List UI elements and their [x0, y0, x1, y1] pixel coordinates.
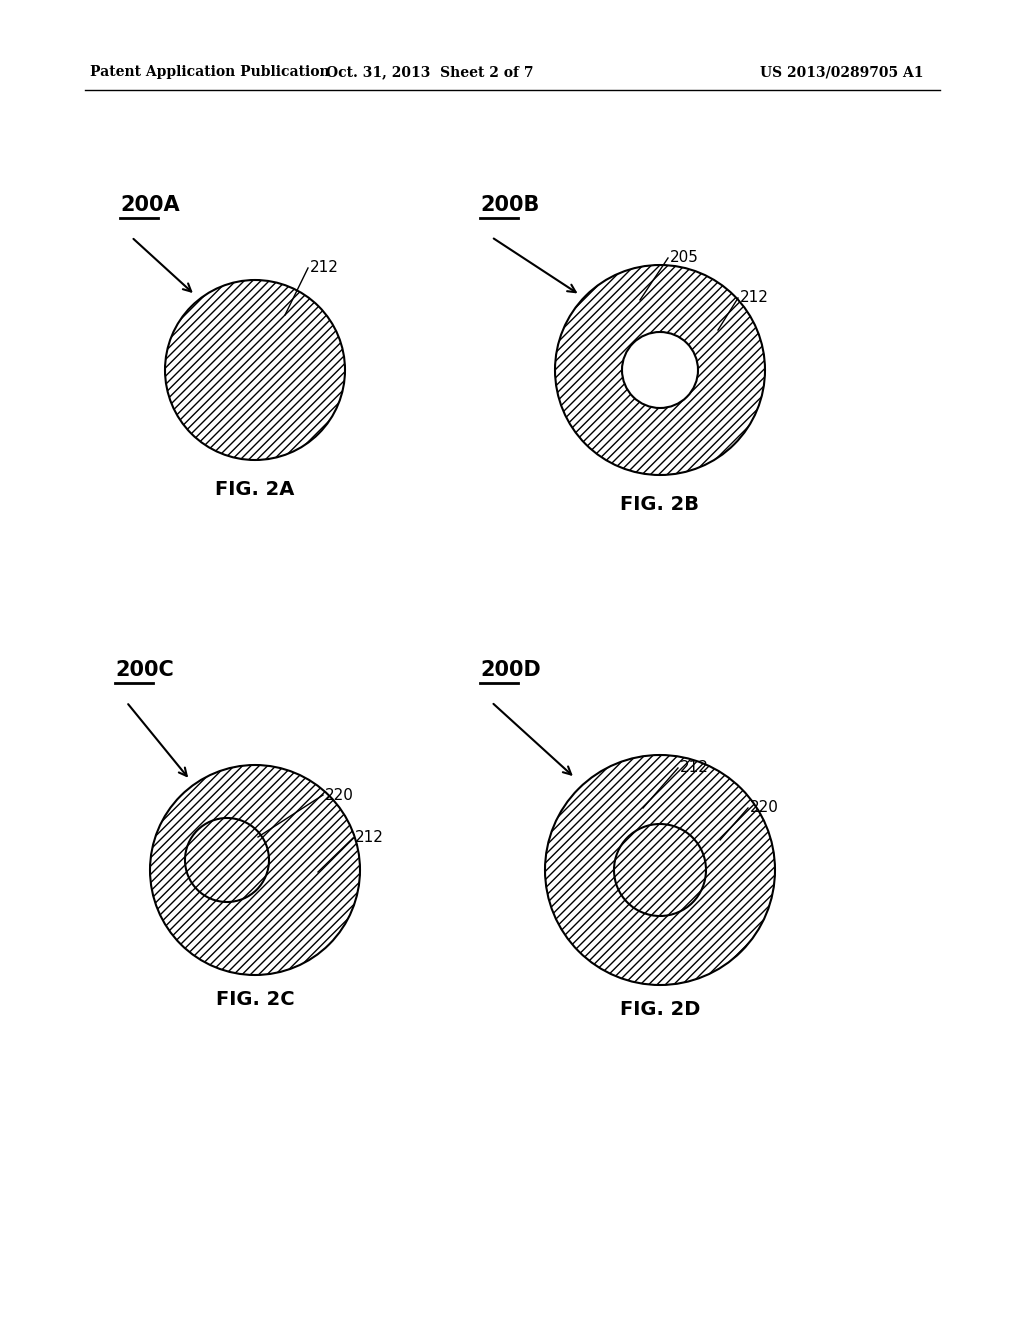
Text: 220: 220	[750, 800, 779, 816]
Text: FIG. 2B: FIG. 2B	[621, 495, 699, 513]
Text: 205: 205	[670, 251, 698, 265]
Text: FIG. 2C: FIG. 2C	[216, 990, 294, 1008]
Circle shape	[622, 333, 698, 408]
Circle shape	[165, 280, 345, 459]
Text: Oct. 31, 2013  Sheet 2 of 7: Oct. 31, 2013 Sheet 2 of 7	[327, 65, 534, 79]
Circle shape	[545, 755, 775, 985]
Text: 200A: 200A	[120, 195, 179, 215]
Text: 212: 212	[680, 760, 709, 776]
Text: 200D: 200D	[480, 660, 541, 680]
Text: FIG. 2D: FIG. 2D	[620, 1001, 700, 1019]
Circle shape	[185, 818, 269, 902]
Text: 212: 212	[740, 290, 769, 305]
Circle shape	[150, 766, 360, 975]
Text: 212: 212	[310, 260, 339, 276]
Circle shape	[555, 265, 765, 475]
Text: 220: 220	[325, 788, 354, 803]
Text: FIG. 2A: FIG. 2A	[215, 480, 295, 499]
Circle shape	[614, 824, 706, 916]
Text: Patent Application Publication: Patent Application Publication	[90, 65, 330, 79]
Text: 200C: 200C	[115, 660, 174, 680]
Text: 200B: 200B	[480, 195, 540, 215]
Text: US 2013/0289705 A1: US 2013/0289705 A1	[760, 65, 924, 79]
Text: 212: 212	[355, 830, 384, 846]
